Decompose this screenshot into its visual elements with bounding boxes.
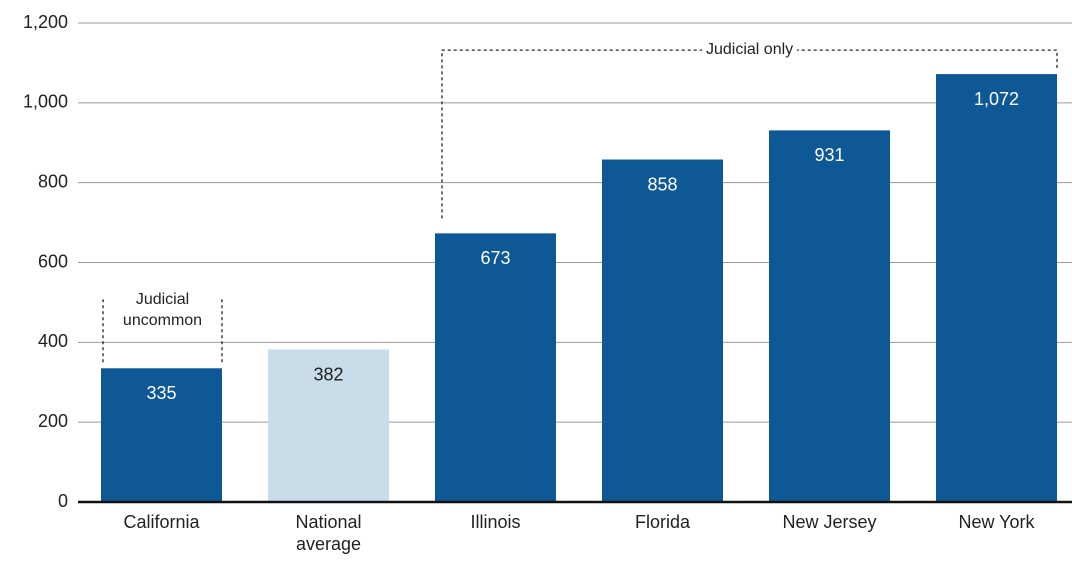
- value-label: 1,072: [974, 89, 1019, 109]
- x-tick-label: California: [123, 512, 200, 532]
- y-tick-label: 1,200: [23, 12, 68, 32]
- annotation-text: Judicial only: [702, 39, 798, 61]
- y-tick-label: 0: [58, 491, 68, 511]
- value-label: 858: [647, 174, 677, 194]
- bar: [769, 130, 890, 502]
- value-label: 673: [480, 248, 510, 268]
- bar: [936, 74, 1057, 503]
- y-tick-label: 400: [38, 331, 68, 351]
- y-tick-label: 200: [38, 411, 68, 431]
- annotation-text: Judicial uncommon: [106, 289, 219, 332]
- value-label: 931: [814, 145, 844, 165]
- bar: [101, 368, 222, 502]
- x-tick-label: National average: [295, 512, 362, 554]
- value-label: 382: [313, 364, 343, 384]
- value-label: 335: [146, 383, 176, 403]
- y-tick-label: 1,000: [23, 92, 68, 112]
- bar: [435, 233, 556, 502]
- bar: [268, 349, 389, 502]
- y-tick-label: 600: [38, 251, 68, 271]
- x-tick-label: Florida: [634, 512, 691, 532]
- x-tick-label: New Jersey: [782, 512, 877, 532]
- bar: [602, 159, 723, 502]
- x-tick-label: New York: [958, 512, 1035, 532]
- x-tick-label: Illinois: [470, 512, 521, 532]
- y-tick-label: 800: [38, 171, 68, 191]
